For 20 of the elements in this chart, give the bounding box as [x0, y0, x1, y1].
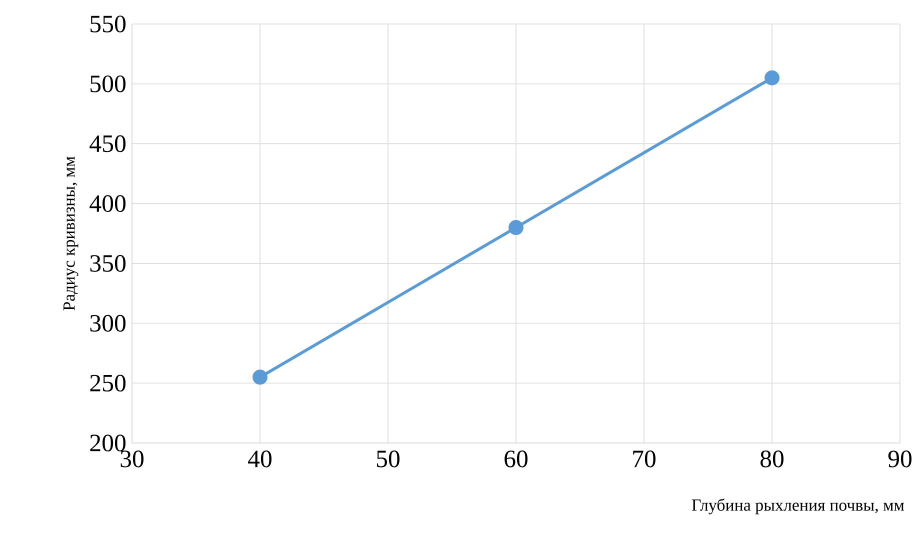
- x-axis-title: Глубина рыхления почвы, мм: [692, 498, 904, 514]
- y-tick-label: 250: [90, 374, 126, 392]
- x-tick-label: 30: [120, 450, 144, 468]
- point: [764, 70, 780, 86]
- y-tick-label: 400: [90, 195, 126, 212]
- x-tick-label: 50: [377, 450, 400, 468]
- y-tick-label: 550: [90, 16, 126, 32]
- x-tick-label: 40: [248, 450, 272, 468]
- y-axis-title: Радиус кривизны, мм: [64, 156, 78, 310]
- x-tick-label: 70: [633, 450, 656, 468]
- y-tick-label: 300: [90, 314, 126, 332]
- point: [508, 220, 524, 236]
- y-tick-label: 200: [90, 434, 126, 452]
- x-tick-label: 80: [760, 450, 784, 468]
- y-tick-label: 350: [90, 255, 126, 272]
- x-tick-label: 60: [504, 450, 528, 468]
- point: [252, 370, 268, 385]
- y-tick-label: 500: [90, 75, 126, 92]
- x-tick-label: 90: [888, 450, 912, 468]
- y-tick-label: 450: [90, 135, 126, 152]
